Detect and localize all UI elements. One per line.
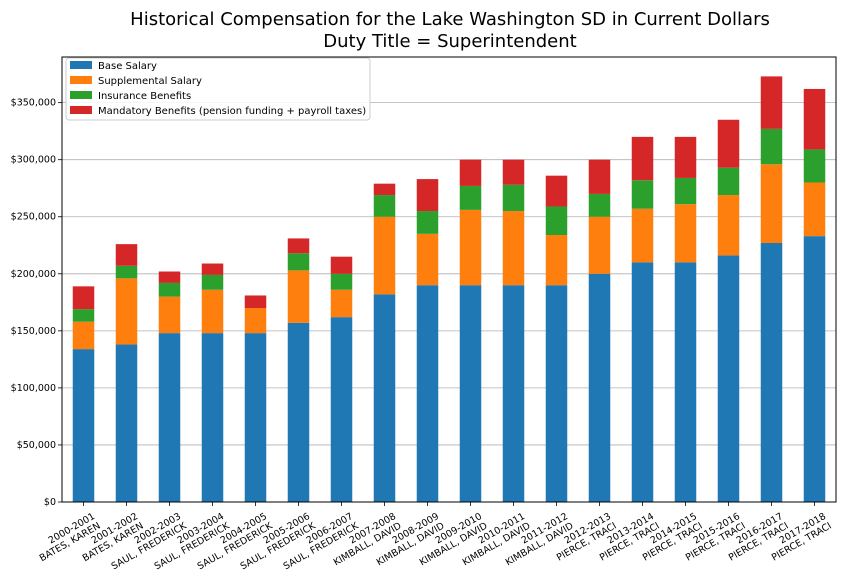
bar-segment bbox=[201, 333, 224, 502]
chart-title: Historical Compensation for the Lake Was… bbox=[130, 9, 770, 30]
y-tick-label: $50,000 bbox=[17, 440, 56, 451]
bar-segment bbox=[416, 179, 439, 212]
bar-segment bbox=[588, 159, 611, 194]
bar-segment bbox=[545, 206, 568, 235]
bar-segment bbox=[115, 278, 138, 345]
y-tick-label: $150,000 bbox=[11, 326, 56, 337]
y-tick-label: $100,000 bbox=[11, 383, 56, 394]
bar-segment bbox=[803, 88, 826, 150]
bar-segment bbox=[674, 204, 697, 263]
legend-label: Supplemental Salary bbox=[98, 76, 202, 87]
bar-segment bbox=[201, 263, 224, 275]
bar-segment bbox=[459, 209, 482, 286]
bar-segment bbox=[373, 216, 396, 295]
bar-segment bbox=[115, 265, 138, 279]
y-tick-label: $300,000 bbox=[11, 155, 56, 166]
bar-segment bbox=[803, 182, 826, 237]
bar-segment bbox=[287, 238, 310, 254]
bar-segment bbox=[416, 233, 439, 286]
bar-segment bbox=[287, 253, 310, 271]
bar-segment bbox=[158, 282, 181, 297]
y-tick-label: $350,000 bbox=[11, 98, 56, 109]
bar-segment bbox=[717, 119, 740, 168]
bar-segment bbox=[631, 208, 654, 263]
bar-segment bbox=[115, 344, 138, 502]
bar-segment bbox=[631, 262, 654, 502]
bar-segment bbox=[502, 211, 525, 286]
bar-segment bbox=[760, 242, 783, 502]
bar-segment bbox=[72, 286, 95, 310]
bar-segment bbox=[674, 136, 697, 178]
bar-segment bbox=[373, 195, 396, 217]
bar-segment bbox=[760, 164, 783, 243]
bar-segment bbox=[201, 274, 224, 290]
bar-segment bbox=[502, 159, 525, 185]
bar-segment bbox=[717, 195, 740, 256]
bar-segment bbox=[72, 309, 95, 322]
bar-segment bbox=[158, 296, 181, 334]
bar-segment bbox=[158, 271, 181, 283]
bar-segment bbox=[631, 136, 654, 181]
legend-label: Base Salary bbox=[98, 61, 157, 72]
bar-segment bbox=[287, 270, 310, 323]
legend-label: Insurance Benefits bbox=[98, 91, 191, 102]
y-tick-label: $250,000 bbox=[11, 212, 56, 223]
chart-subtitle: Duty Title = Superintendent bbox=[323, 31, 576, 52]
legend-swatch bbox=[70, 61, 92, 69]
bar-segment bbox=[416, 211, 439, 234]
bar-segment bbox=[588, 273, 611, 502]
legend-swatch bbox=[70, 91, 92, 99]
plot-frame bbox=[61, 56, 837, 503]
bar-segment bbox=[588, 216, 611, 274]
bar-segment bbox=[244, 295, 267, 309]
bar-segment bbox=[373, 183, 396, 196]
bar-segment bbox=[545, 285, 568, 502]
bar-segment bbox=[158, 333, 181, 502]
bar-segment bbox=[803, 236, 826, 502]
bar-segment bbox=[803, 149, 826, 183]
bar-segment bbox=[760, 76, 783, 129]
bar-segment bbox=[115, 244, 138, 266]
legend-swatch bbox=[70, 106, 92, 114]
bar-segment bbox=[244, 308, 267, 334]
bar-segment bbox=[631, 180, 654, 209]
legend-label: Mandatory Benefits (pension funding + pa… bbox=[98, 106, 366, 117]
bar-segment bbox=[72, 321, 95, 350]
bar-segment bbox=[545, 175, 568, 207]
bar-segment bbox=[373, 294, 396, 502]
bar-segment bbox=[674, 262, 697, 502]
bar-segment bbox=[416, 285, 439, 502]
bar-segment bbox=[459, 159, 482, 186]
bar-segment bbox=[459, 285, 482, 502]
bars bbox=[72, 76, 826, 502]
bar-segment bbox=[330, 256, 353, 274]
legend: Base Salary Supplemental Salary Insurance … bbox=[65, 57, 371, 121]
legend-box bbox=[65, 57, 371, 121]
bar-segment bbox=[244, 333, 267, 502]
bar-segment bbox=[674, 177, 697, 205]
y-axis: $0 $50,000 $100,000 $150,000 $200,000 $250,00… bbox=[11, 98, 62, 508]
bar-segment bbox=[717, 255, 740, 502]
bar-segment bbox=[502, 285, 525, 502]
bar-segment bbox=[760, 128, 783, 165]
legend-swatch bbox=[70, 76, 92, 84]
bar-segment bbox=[72, 349, 95, 502]
bar-segment bbox=[459, 185, 482, 210]
y-tick-label: $200,000 bbox=[11, 269, 56, 280]
bar-segment bbox=[287, 322, 310, 502]
bar-segment bbox=[330, 317, 353, 502]
bar-segment bbox=[201, 289, 224, 334]
bar-segment bbox=[502, 184, 525, 212]
bar-segment bbox=[330, 273, 353, 290]
bar-segment bbox=[330, 289, 353, 318]
bar-segment bbox=[588, 193, 611, 217]
bar-segment bbox=[545, 235, 568, 286]
y-tick-label: $0 bbox=[44, 497, 56, 508]
gridlines bbox=[62, 102, 836, 503]
bar-segment bbox=[717, 167, 740, 196]
